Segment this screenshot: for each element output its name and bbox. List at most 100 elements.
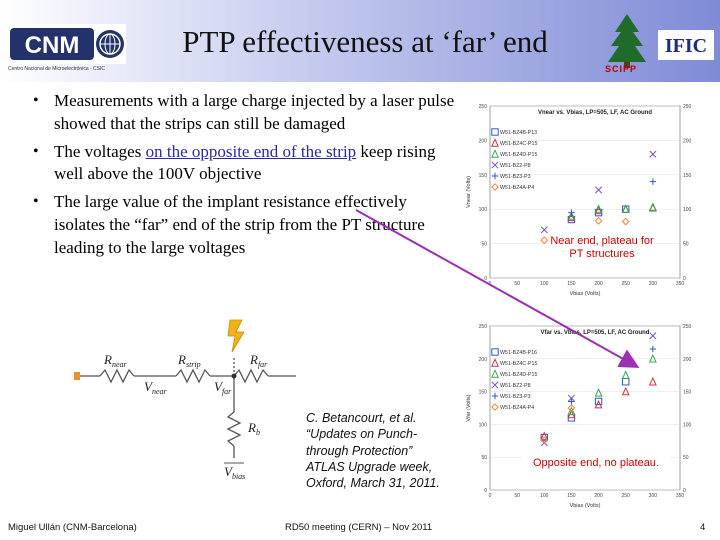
y2-tick-label: 150 — [683, 173, 692, 179]
circuit-diagram: Rnear Vnear Rstrip Vfar Rfar Rb Vbias — [74, 319, 296, 481]
r-near-subscript: near — [112, 360, 128, 369]
data-point — [567, 404, 576, 412]
data-point — [649, 332, 657, 340]
citation-line: Oxford, March 31, 2011. — [306, 476, 440, 490]
page-title: PTP effectiveness at ‘far’ end — [182, 24, 548, 59]
data-point — [540, 431, 549, 440]
x-tick-label: 150 — [567, 281, 576, 287]
x-tick-label: 250 — [622, 281, 631, 287]
opposite-end-note: Opposite end, no plateau. — [522, 457, 670, 471]
data-point — [648, 202, 657, 211]
bullet-text: Measurements with a large charge injecte… — [54, 91, 455, 133]
data-point — [491, 369, 499, 378]
y-tick-label: 100 — [479, 422, 488, 428]
v-far-label: V — [214, 379, 224, 394]
svg-text:Vfar: Vfar — [214, 379, 232, 396]
near-end-note: Near end, plateau for PT structures — [548, 235, 656, 262]
v-bias-label: V — [224, 464, 234, 479]
x-tick-label: 300 — [649, 493, 658, 499]
bullet-list: • Measurements with a large charge injec… — [30, 90, 460, 264]
data-point — [594, 388, 603, 397]
chart-title: Vnear vs. Vbias, LP=505, LF, AC Ground — [538, 110, 652, 116]
legend-entry: W51-BZ4B-P16 — [500, 350, 537, 356]
r-b-label: R — [247, 420, 256, 435]
data-point — [540, 436, 549, 445]
footer-author: Miguel Ullán (CNM-Barcelona) — [8, 522, 137, 533]
chart-background — [462, 312, 702, 512]
data-point — [491, 161, 499, 169]
x-tick-label: 100 — [540, 493, 549, 499]
opposite-end-link[interactable]: on the opposite end of the strip — [145, 141, 357, 161]
page-number: 4 — [700, 522, 706, 533]
resistor-r-near — [99, 368, 135, 384]
y-tick-label: 200 — [479, 138, 488, 144]
data-point — [595, 186, 603, 194]
y-tick-label: 100 — [479, 207, 488, 213]
legend-entry: W51-BZ4D-P15 — [500, 152, 537, 158]
citation-line: ATLAS Upgrade week, — [306, 459, 433, 474]
data-point — [491, 149, 499, 158]
x-tick-label: 50 — [514, 493, 520, 499]
legend-entry: W51-BZ2-P8 — [500, 163, 531, 169]
data-point — [491, 381, 499, 389]
y-tick-label: 50 — [481, 242, 487, 248]
data-point — [594, 397, 603, 406]
citation-line: “Updates on Punch- — [306, 427, 418, 442]
y-tick-label: 150 — [479, 390, 488, 396]
resistor-r-strip — [175, 368, 211, 384]
svg-text:Rnear: Rnear — [103, 352, 128, 369]
bullet-icon: • — [33, 142, 39, 160]
y2-tick-label: 200 — [683, 357, 692, 363]
r-strip-subscript: strip — [186, 360, 201, 369]
data-point — [648, 353, 657, 363]
v-near-label: V — [144, 379, 154, 394]
y-axis-label: Vfar (Volts) — [466, 394, 472, 421]
data-point — [621, 370, 630, 379]
legend-entry: W51-BZ3-P3 — [500, 394, 531, 400]
bullet-item: • Measurements with a large charge injec… — [30, 90, 460, 136]
legend-entry: W51-BZ4C-P15 — [500, 141, 537, 147]
data-point — [649, 345, 657, 353]
y-tick-label: 200 — [479, 357, 488, 363]
y2-tick-label: 100 — [683, 207, 692, 213]
v-bias-subscript: bias — [232, 472, 245, 481]
r-b-subscript: b — [256, 428, 260, 437]
x-tick-label: 300 — [649, 281, 658, 287]
bullet-item: • The voltages on the opposite end of th… — [30, 141, 460, 187]
laser-lightning-icon — [227, 319, 245, 353]
y2-tick-label: 200 — [683, 138, 692, 144]
x-tick-label: 350 — [676, 493, 685, 499]
bullet-text-before: The voltages — [54, 141, 146, 161]
resistor-r-far — [233, 368, 269, 384]
x-axis-label: Vbias (Volts) — [570, 503, 601, 509]
v-near-subscript: near — [152, 387, 168, 396]
x-tick-label: 150 — [567, 493, 576, 499]
svg-text:Vnear: Vnear — [144, 379, 168, 396]
data-point — [567, 394, 575, 402]
y-tick-label: 50 — [481, 455, 487, 461]
cnm-logo-text: CNM — [25, 32, 80, 59]
x-tick-label: 100 — [540, 281, 549, 287]
y-axis-label: Vnear (Volts) — [466, 176, 472, 208]
y-tick-label: 0 — [484, 276, 487, 282]
r-far-subscript: far — [258, 360, 268, 369]
legend-entry: W51-BZ4D-P15 — [500, 372, 537, 378]
chart-background — [462, 92, 702, 300]
legend-entry: W51-BZ4C-P15 — [500, 361, 537, 367]
ific-logo-text: IFIC — [665, 35, 707, 57]
data-point — [491, 172, 499, 180]
data-point — [491, 138, 499, 147]
x-tick-label: 200 — [594, 281, 603, 287]
bullet-icon: • — [33, 92, 39, 109]
x-tick-label: 0 — [489, 281, 492, 287]
y2-tick-label: 250 — [683, 324, 692, 330]
scipp-logo-text: SCIPP — [605, 64, 638, 74]
data-point — [648, 376, 657, 386]
y-tick-label: 150 — [479, 173, 488, 179]
x-tick-label: 0 — [489, 493, 492, 499]
scipp-logo-tree-icon — [608, 14, 646, 68]
bullet-icon: • — [33, 193, 39, 211]
ific-logo: IFIC — [658, 30, 714, 60]
